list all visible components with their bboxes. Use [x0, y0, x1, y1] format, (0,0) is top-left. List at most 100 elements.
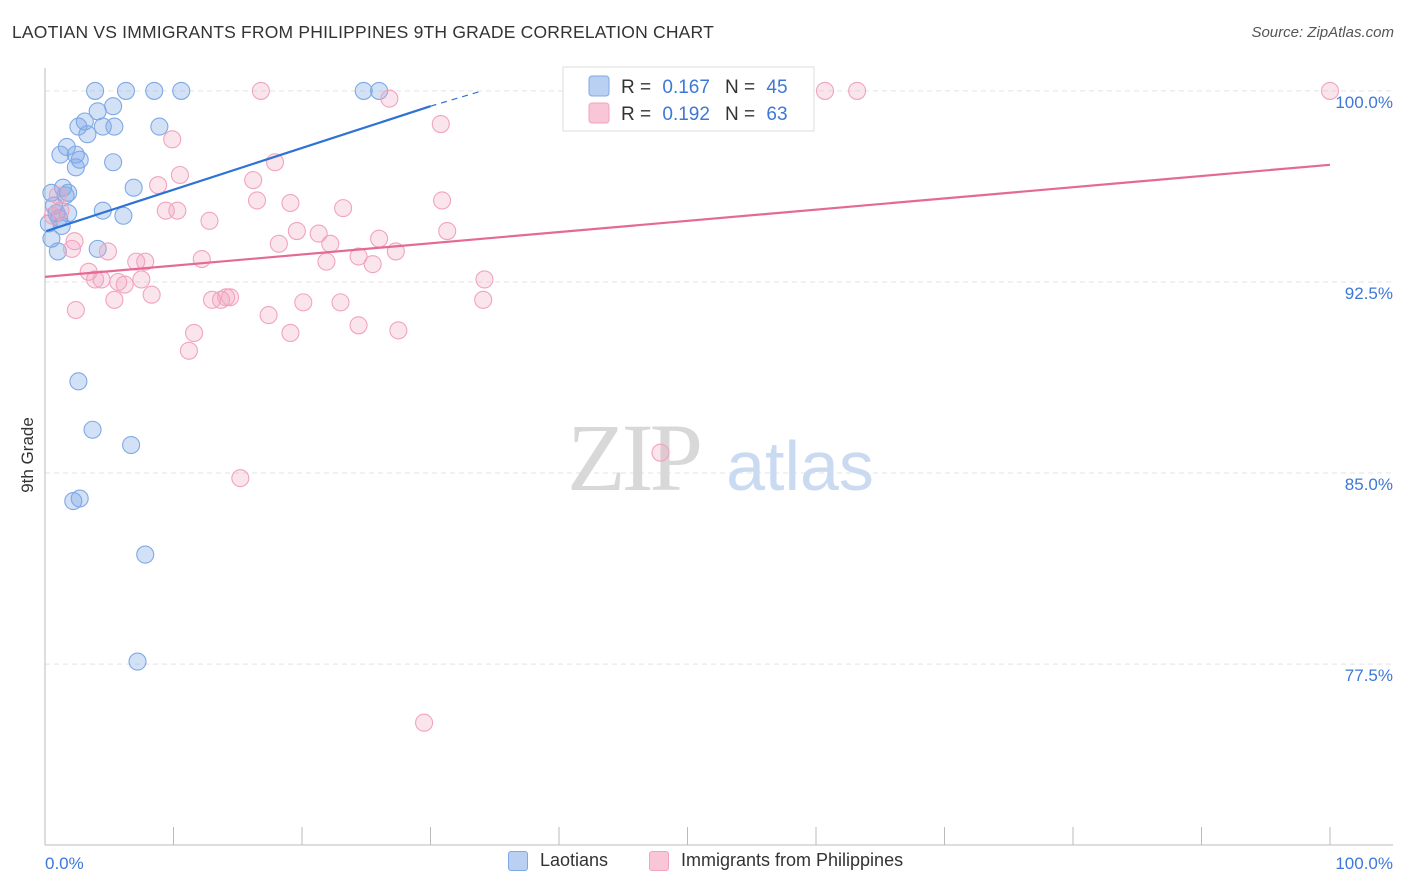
laotian-point [122, 435, 141, 455]
laotian-point [136, 545, 155, 564]
bottom-legend: Laotians Immigrants from Philippines [0, 850, 1406, 878]
philippines-point [231, 469, 250, 488]
philippines-point [389, 321, 408, 340]
laotian-point [51, 145, 70, 164]
stats-r-label: R = [621, 104, 651, 125]
philippines-point [294, 293, 313, 312]
philippines-point [281, 193, 300, 213]
y-tick-label: 85.0% [1345, 475, 1393, 494]
laotian-point [104, 97, 123, 116]
svg-text:N = 63: N = 63 [725, 104, 788, 125]
stats-n-value: 45 [766, 77, 787, 98]
axis-layer: 77.5% 85.0% 92.5% 100.0% 0.0% 100.0% [44, 68, 1393, 873]
laotian-point [70, 489, 89, 508]
philippines-point [431, 114, 450, 134]
philippines-point [244, 171, 263, 190]
philippines-point [62, 239, 82, 258]
philippines-point [474, 290, 493, 309]
philippines-point [163, 130, 182, 149]
stats-legend-swatch-laotians [588, 75, 610, 97]
philippines-point [380, 89, 399, 108]
philippines-point [349, 316, 368, 335]
philippines-point [48, 186, 67, 205]
philippines-point [185, 323, 204, 342]
philippines-point [132, 270, 151, 289]
philippines-point [334, 199, 353, 218]
svg-text:R = 0.167: R = 0.167 [621, 77, 710, 98]
philippines-point [370, 229, 389, 248]
laotian-point [116, 81, 136, 100]
laotian-trend-line [45, 105, 431, 233]
philippines-point [247, 191, 267, 210]
laotian-point [78, 125, 97, 144]
trend-layer [44, 90, 1331, 278]
philippines-point [321, 234, 340, 253]
y-axis-label: 9th Grade [18, 417, 37, 493]
laotian-point [354, 81, 373, 100]
philippines-point [220, 288, 240, 307]
legend-label-philippines: Immigrants from Philippines [681, 850, 904, 870]
legend-item-laotians: Laotians [508, 850, 608, 871]
philippines-point [281, 323, 300, 342]
philippines-point [251, 81, 270, 100]
philippines-point [105, 290, 124, 309]
philippines-point [168, 201, 187, 220]
laotian-point [86, 81, 105, 100]
laotian-point [114, 206, 133, 225]
philippines-point [363, 255, 382, 274]
x-tick-label: 100.0% [1335, 854, 1393, 873]
stats-n-label: N = [725, 104, 755, 125]
laotian-point [66, 158, 85, 177]
philippines-point [1320, 81, 1340, 100]
laotian-point [83, 420, 102, 439]
stats-legend-swatch-philippines [588, 102, 610, 124]
philippines-point [269, 234, 288, 253]
philippines-point [86, 270, 105, 289]
philippines-point [142, 285, 161, 304]
philippines-point [651, 443, 670, 462]
philippines-point [149, 176, 168, 195]
philippines-point [848, 81, 867, 100]
philippines-point [66, 300, 85, 320]
x-tick-label: 0.0% [45, 854, 84, 873]
laotian-point [128, 652, 147, 671]
philippines-trend-line [44, 163, 1331, 278]
svg-text:R = 0.192: R = 0.192 [621, 104, 710, 125]
stats-r-value: 0.192 [662, 104, 710, 125]
legend-label-laotians: Laotians [540, 850, 609, 870]
philippines-point [136, 252, 155, 271]
y-tick-label: 77.5% [1345, 666, 1393, 685]
y-tick-label: 100.0% [1335, 93, 1393, 112]
legend-swatch-philippines [649, 850, 669, 871]
philippines-point [438, 221, 457, 241]
philippines-point [349, 247, 368, 266]
watermark-zip: ZIP [567, 404, 700, 511]
laotian-point [172, 81, 191, 100]
philippines-point [331, 293, 350, 312]
philippines-point [433, 191, 452, 210]
legend-swatch-laotians [508, 850, 528, 871]
laotian-point [69, 372, 88, 391]
philippines-point [98, 242, 118, 261]
stats-n-label: N = [725, 77, 755, 98]
philippines-point [170, 165, 189, 185]
stats-r-value: 0.167 [662, 77, 710, 98]
laotian-point [48, 242, 67, 261]
points-layer [39, 81, 1340, 732]
svg-text:N = 45: N = 45 [725, 77, 788, 98]
stats-n-value: 63 [766, 104, 787, 125]
laotian-point [145, 81, 164, 100]
laotian-point [104, 153, 123, 172]
philippines-point [115, 275, 134, 294]
laotian-point [88, 102, 107, 121]
philippines-point [287, 221, 306, 241]
philippines-point [51, 201, 70, 220]
watermark: ZIP atlas [567, 404, 874, 511]
laotian-point [150, 117, 169, 136]
chart-title: LAOTIAN VS IMMIGRANTS FROM PHILIPPINES 9… [12, 22, 714, 42]
y-tick-label: 92.5% [1345, 284, 1393, 303]
philippines-point [815, 81, 835, 100]
philippines-point [475, 270, 494, 289]
laotian-point [370, 81, 389, 100]
